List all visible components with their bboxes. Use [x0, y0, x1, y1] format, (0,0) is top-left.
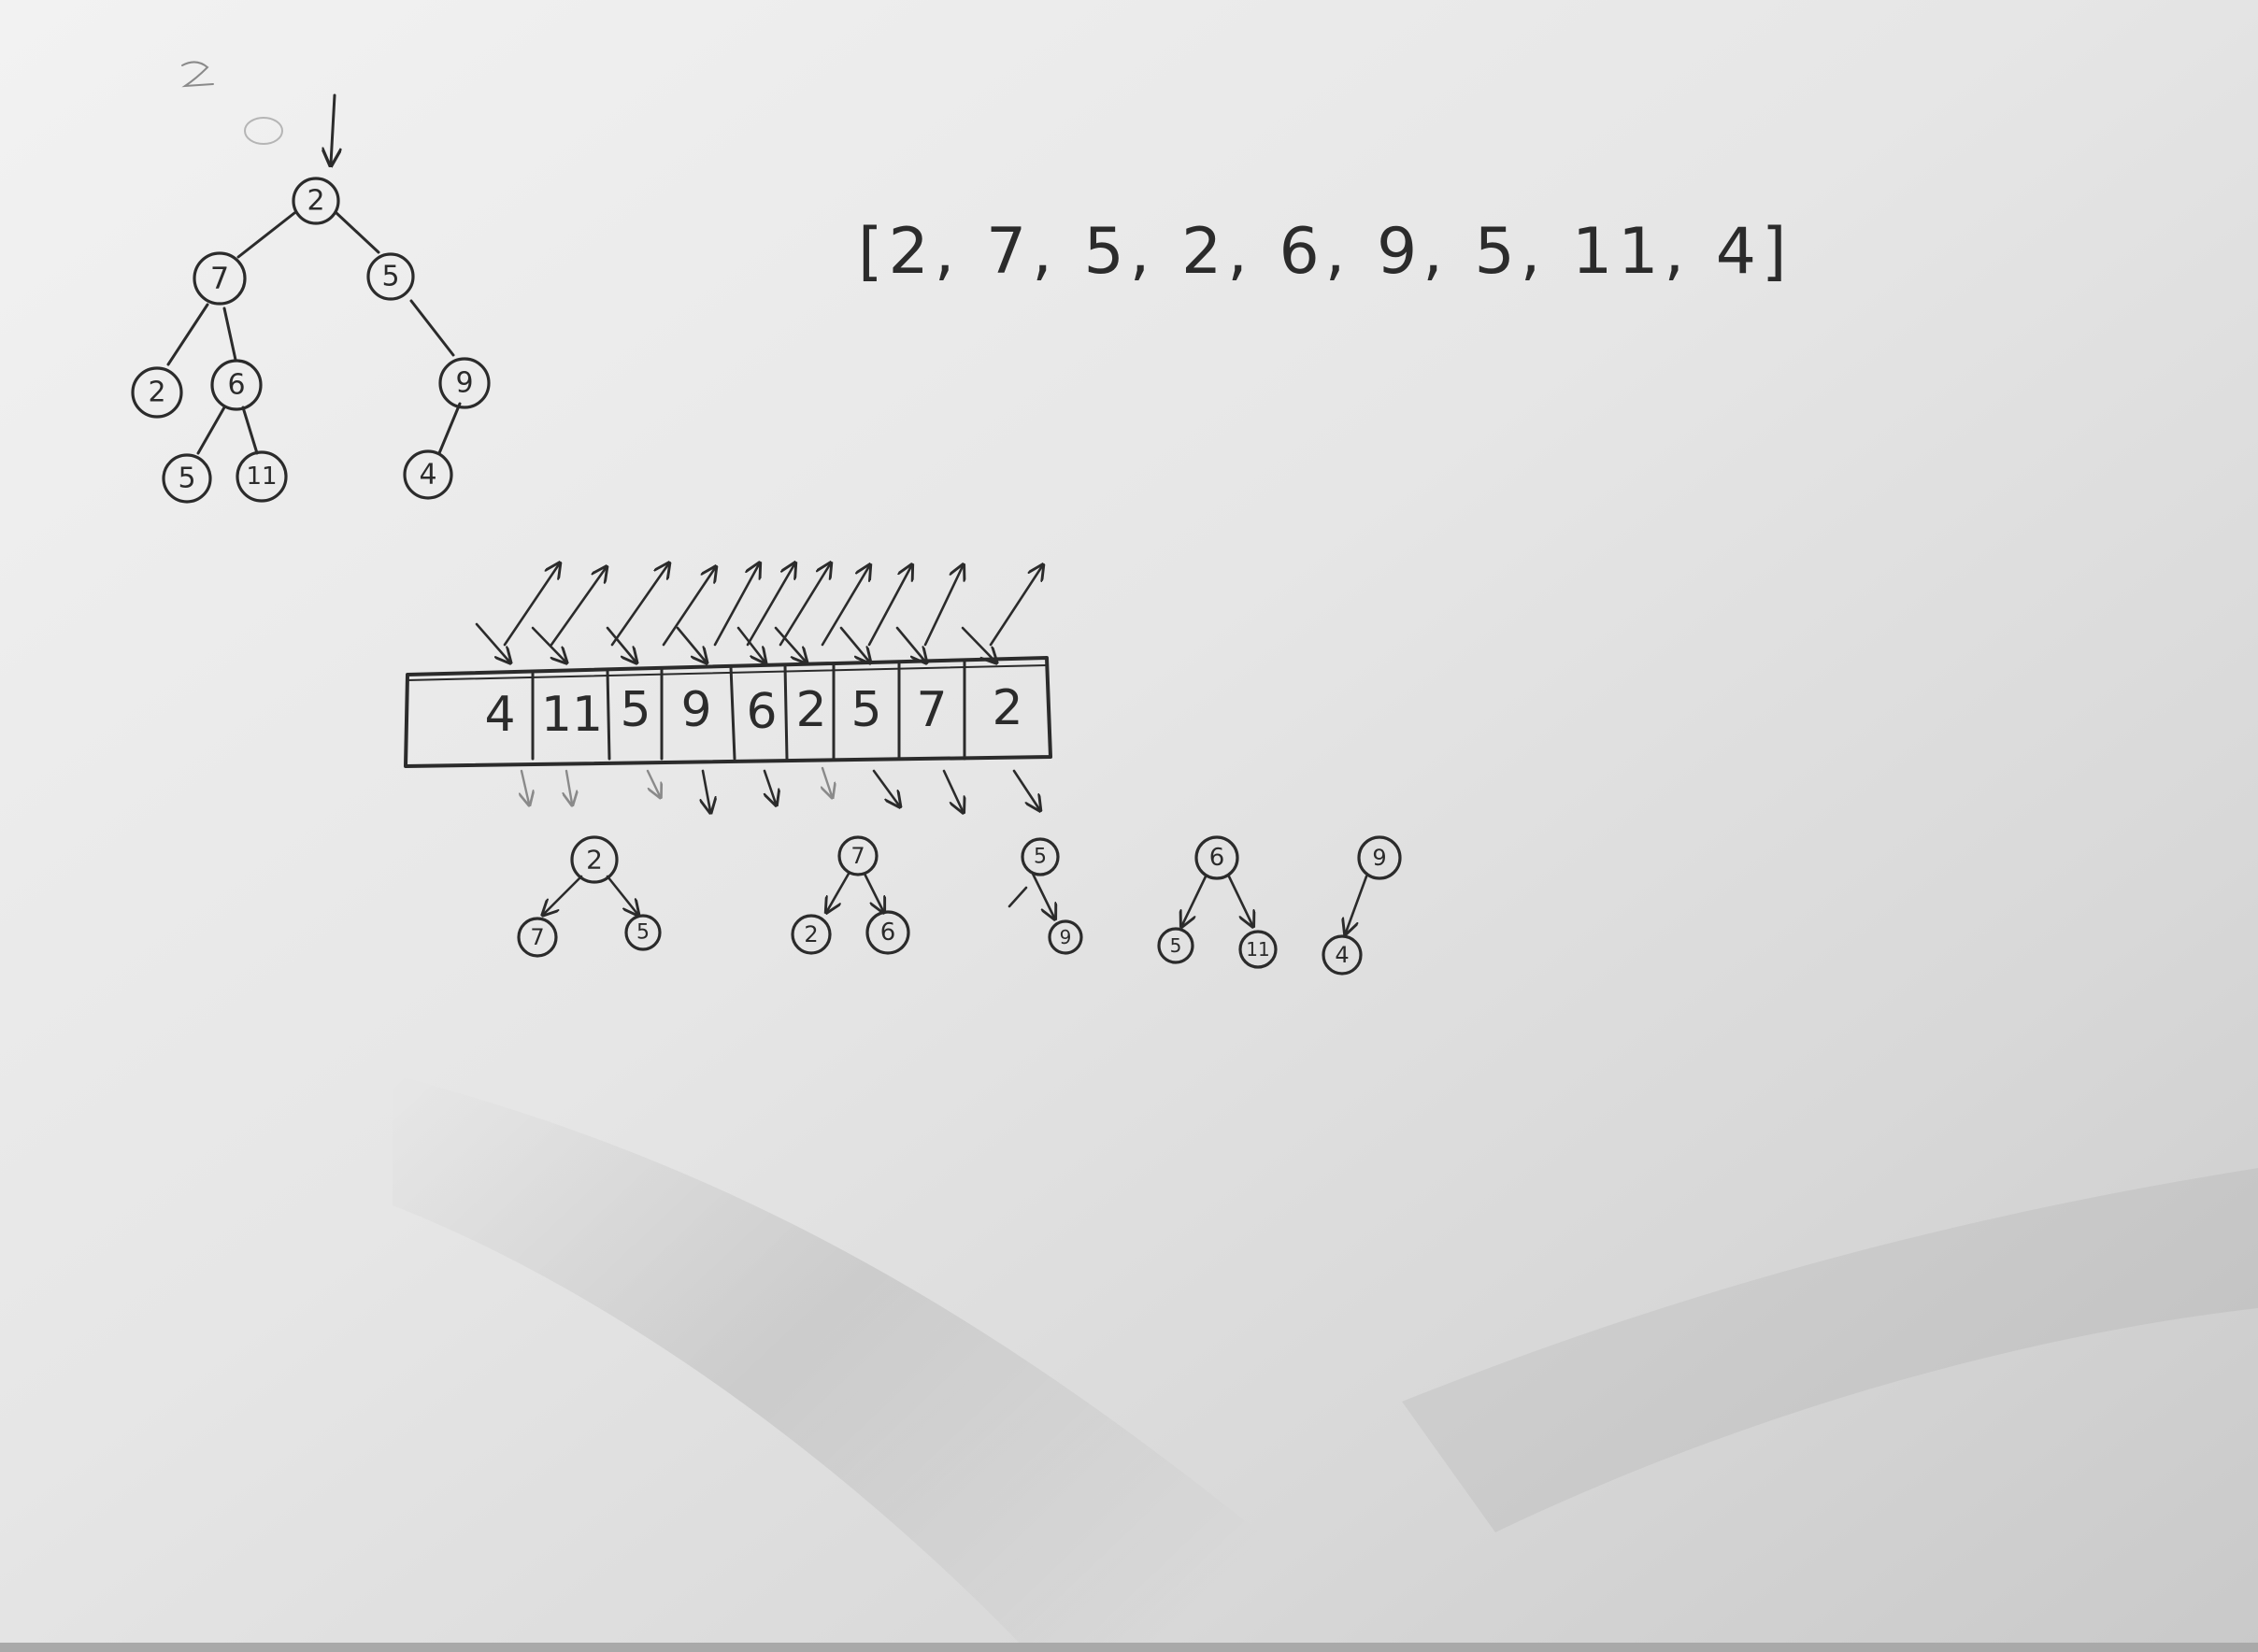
subtree-child: 9 — [1060, 926, 1072, 948]
subtree-child: 5 — [636, 921, 650, 945]
tree-node: 4 — [403, 449, 453, 500]
tree-node-label: 5 — [178, 463, 195, 495]
array-cell: 6 — [746, 684, 777, 740]
tree-edge — [196, 406, 226, 455]
subtree: 6 5 11 — [1157, 835, 1278, 969]
tree-node-label: 2 — [307, 185, 324, 218]
tree-node-label: 4 — [419, 459, 436, 491]
tree-node-label: 2 — [148, 377, 165, 409]
array-divider — [783, 663, 789, 761]
array-cell: 2 — [992, 680, 1022, 736]
subtree-child: 5 — [1170, 934, 1182, 957]
array-cell: 5 — [850, 682, 881, 738]
tree-edge — [335, 211, 380, 254]
subtree: 2 7 5 — [517, 835, 662, 958]
array-cell: 2 — [795, 682, 826, 738]
tree-edge — [222, 306, 237, 362]
tree-node: 2 — [131, 366, 183, 419]
subtree-child: 7 — [530, 924, 544, 950]
subtree-root: 5 — [1034, 846, 1047, 869]
paper-fold-shadow — [393, 1075, 1402, 1652]
tree-node: 5 — [162, 453, 212, 504]
array-divider — [606, 669, 611, 761]
dequeue-arrows — [522, 766, 1039, 811]
paper-fold-shadow-right — [1402, 1168, 2258, 1532]
array-cell: 4 — [484, 687, 515, 743]
table-edge — [0, 1643, 2258, 1652]
subtree-root: 6 — [1209, 844, 1225, 872]
tree-edge — [236, 211, 296, 259]
tree-node-label: 9 — [455, 367, 473, 400]
subtree-root: 9 — [1372, 845, 1386, 871]
tree-node: 9 — [438, 357, 491, 409]
subtree-child: 4 — [1335, 942, 1349, 968]
subtree: 7 2 6 — [791, 835, 910, 955]
tree-edge — [241, 406, 259, 455]
binary-tree: 2 7 5 2 6 9 5 — [131, 93, 491, 504]
input-arrows — [503, 564, 1042, 647]
array-cell: 5 — [620, 682, 650, 738]
array-notation: [2, 7, 5, 2, 6, 9, 5, 11, 4] — [858, 215, 1793, 289]
array-cell: 11 — [541, 687, 603, 743]
subtree-child: 6 — [880, 919, 896, 947]
enqueue-arrows — [475, 622, 995, 662]
array-outline — [404, 656, 1052, 768]
tree-edge — [166, 303, 209, 366]
subtree: 5 9 — [1008, 837, 1083, 955]
subtree: 9 4 — [1322, 835, 1402, 976]
array-cell: 7 — [916, 682, 947, 738]
tree-node-label: 7 — [210, 261, 229, 296]
tree-edge — [409, 299, 455, 357]
subtree-child: 11 — [1246, 938, 1269, 961]
tree-node: 11 — [236, 450, 288, 503]
array-divider — [729, 665, 736, 761]
tree-node-label: 5 — [381, 261, 399, 293]
faint-circle-mark — [244, 117, 283, 145]
tree-node-label: 11 — [246, 463, 277, 491]
tree-node: 6 — [210, 359, 263, 411]
array-cell: 9 — [680, 682, 711, 738]
subtree-root: 7 — [850, 843, 865, 869]
subtree-child: 2 — [804, 921, 818, 947]
tree-node-label: 6 — [227, 369, 245, 402]
tree-node: 7 — [193, 251, 247, 306]
root-entry-arrow — [331, 93, 335, 164]
tree-edge — [437, 402, 462, 455]
faint-pencil-mark — [181, 61, 214, 88]
array-box: 4 11 5 9 6 2 5 7 2 — [404, 564, 1052, 811]
tree-node: 5 — [366, 252, 415, 301]
subtree-root: 2 — [586, 845, 603, 876]
tree-node: 2 — [292, 177, 340, 225]
